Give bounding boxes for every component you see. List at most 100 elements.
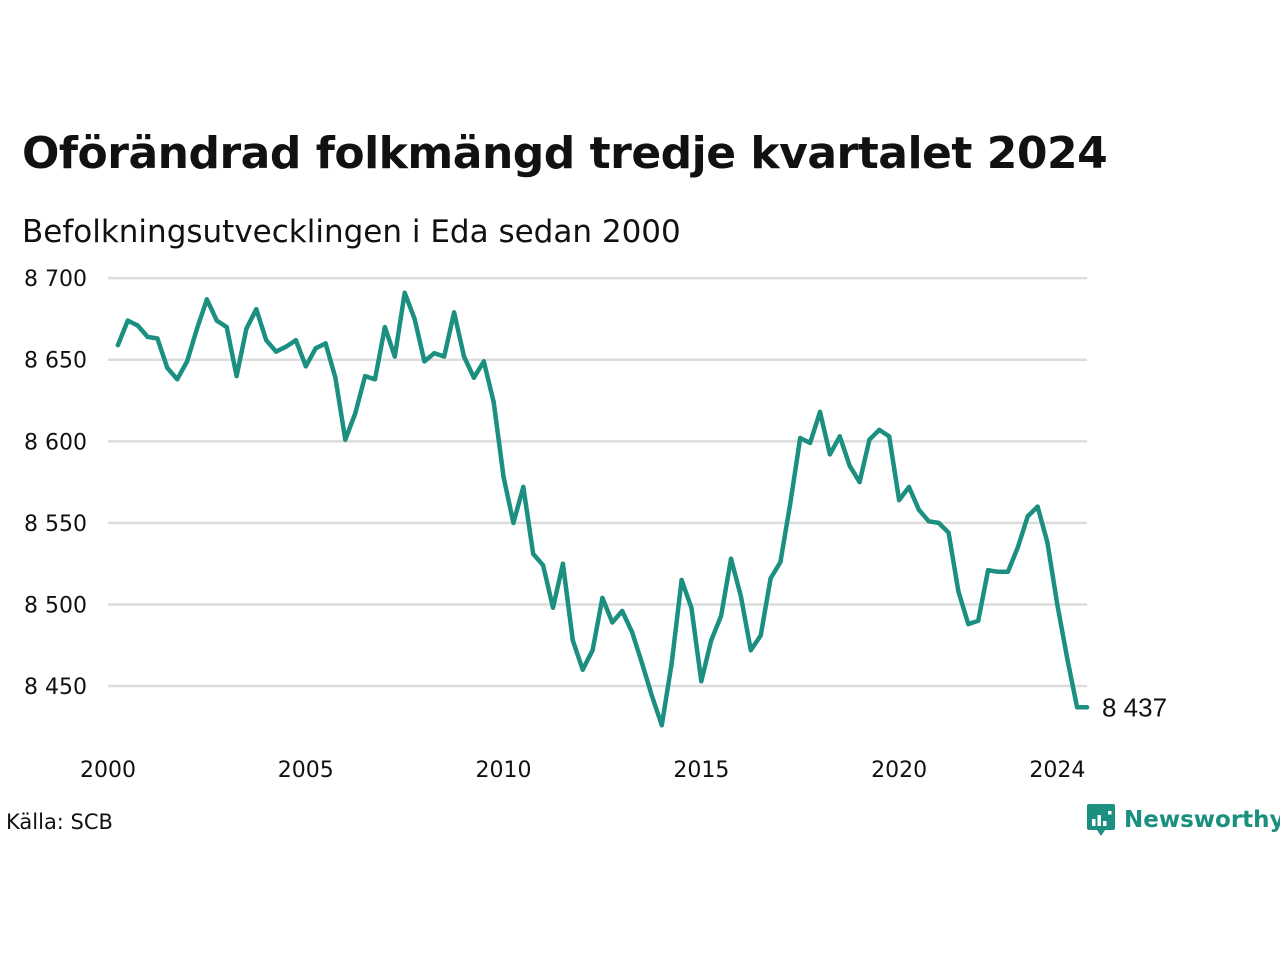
data-point xyxy=(135,323,140,328)
data-point xyxy=(827,452,833,457)
x-tick-label: 2015 xyxy=(673,758,729,783)
chart-title: Oförändrad folkmängd tredje kvartalet 20… xyxy=(22,128,1108,179)
data-point xyxy=(451,310,457,315)
data-point xyxy=(254,306,259,312)
data-point xyxy=(1005,569,1011,575)
data-point xyxy=(382,324,388,330)
data-point xyxy=(758,633,763,638)
series-line-group xyxy=(115,290,1090,728)
series-line xyxy=(115,290,1090,728)
data-point xyxy=(956,589,961,594)
data-point xyxy=(629,630,635,635)
data-point xyxy=(175,377,180,382)
data-point xyxy=(273,349,279,354)
data-point xyxy=(362,373,368,379)
data-point xyxy=(1055,602,1060,607)
data-point xyxy=(738,594,744,599)
data-point xyxy=(976,618,981,623)
data-point xyxy=(145,334,150,340)
data-point xyxy=(422,359,427,364)
data-point xyxy=(402,290,407,296)
data-point xyxy=(867,437,872,442)
data-point xyxy=(313,346,318,351)
data-point xyxy=(165,365,170,371)
source-note: Källa: SCB xyxy=(6,810,113,834)
data-point xyxy=(471,375,477,380)
data-point xyxy=(610,620,615,625)
data-point xyxy=(699,678,704,684)
data-point xyxy=(639,661,645,666)
data-point xyxy=(521,484,526,490)
data-point xyxy=(600,595,605,601)
data-point xyxy=(985,568,991,573)
data-point xyxy=(323,341,328,346)
data-point xyxy=(590,647,595,653)
data-point xyxy=(570,638,575,643)
data-point xyxy=(620,608,625,614)
end-label-group: 8 437 xyxy=(1102,692,1167,722)
y-tick-label: 8 500 xyxy=(24,593,87,618)
data-point xyxy=(966,621,971,627)
data-point xyxy=(807,440,813,446)
x-tick-label: 2000 xyxy=(80,758,136,783)
data-point xyxy=(224,324,229,330)
data-point xyxy=(798,435,803,441)
data-point xyxy=(728,556,734,561)
data-point xyxy=(887,434,892,439)
data-point xyxy=(125,318,130,323)
gridlines xyxy=(108,276,1087,688)
x-axis-tick-labels: 2000 2005 2010 2015 2020 2024 xyxy=(80,758,1085,783)
data-point xyxy=(540,563,546,568)
data-point xyxy=(244,326,249,331)
data-point xyxy=(333,375,338,380)
end-value-label: 8 437 xyxy=(1102,692,1167,722)
data-point xyxy=(461,354,467,359)
data-point xyxy=(926,519,931,524)
data-point xyxy=(155,336,160,341)
data-point xyxy=(718,613,724,619)
data-point xyxy=(1045,540,1050,545)
data-point xyxy=(689,605,694,610)
data-point xyxy=(748,647,753,653)
data-point xyxy=(1015,545,1020,550)
data-point xyxy=(303,364,308,369)
data-point xyxy=(184,359,190,364)
data-point xyxy=(837,434,842,439)
y-tick-label: 8 600 xyxy=(24,430,87,455)
data-point xyxy=(679,577,684,583)
y-tick-label: 8 550 xyxy=(24,512,87,537)
data-point xyxy=(946,530,951,535)
y-tick-label: 8 700 xyxy=(24,267,87,292)
x-tick-label: 2005 xyxy=(278,758,334,783)
data-point xyxy=(491,399,496,405)
data-point xyxy=(531,551,536,557)
data-point xyxy=(264,337,269,343)
data-point xyxy=(580,667,585,672)
data-point xyxy=(649,693,655,699)
chart-subtitle: Befolkningsutvecklingen i Eda sedan 2000 xyxy=(22,214,681,250)
y-axis-tick-labels: 8 450 8 500 8 550 8 600 8 650 8 700 xyxy=(24,267,87,700)
data-point xyxy=(204,297,210,302)
data-point xyxy=(194,326,200,331)
data-point xyxy=(877,427,882,433)
data-point xyxy=(550,605,556,610)
data-point xyxy=(234,373,239,379)
data-point xyxy=(293,337,299,343)
data-point xyxy=(817,409,823,415)
data-point xyxy=(709,638,714,643)
data-point xyxy=(353,411,358,416)
data-point xyxy=(412,316,417,322)
newsworthy-icon xyxy=(1087,804,1115,836)
x-tick-label: 2024 xyxy=(1029,758,1085,783)
data-point xyxy=(283,344,289,349)
data-point xyxy=(115,342,121,348)
data-point xyxy=(392,354,397,359)
data-point xyxy=(995,569,1001,575)
x-tick-label: 2010 xyxy=(476,758,532,783)
data-point xyxy=(343,437,348,442)
data-point xyxy=(659,723,664,728)
data-point xyxy=(432,351,437,356)
data-point xyxy=(501,475,506,480)
data-point xyxy=(372,377,378,382)
